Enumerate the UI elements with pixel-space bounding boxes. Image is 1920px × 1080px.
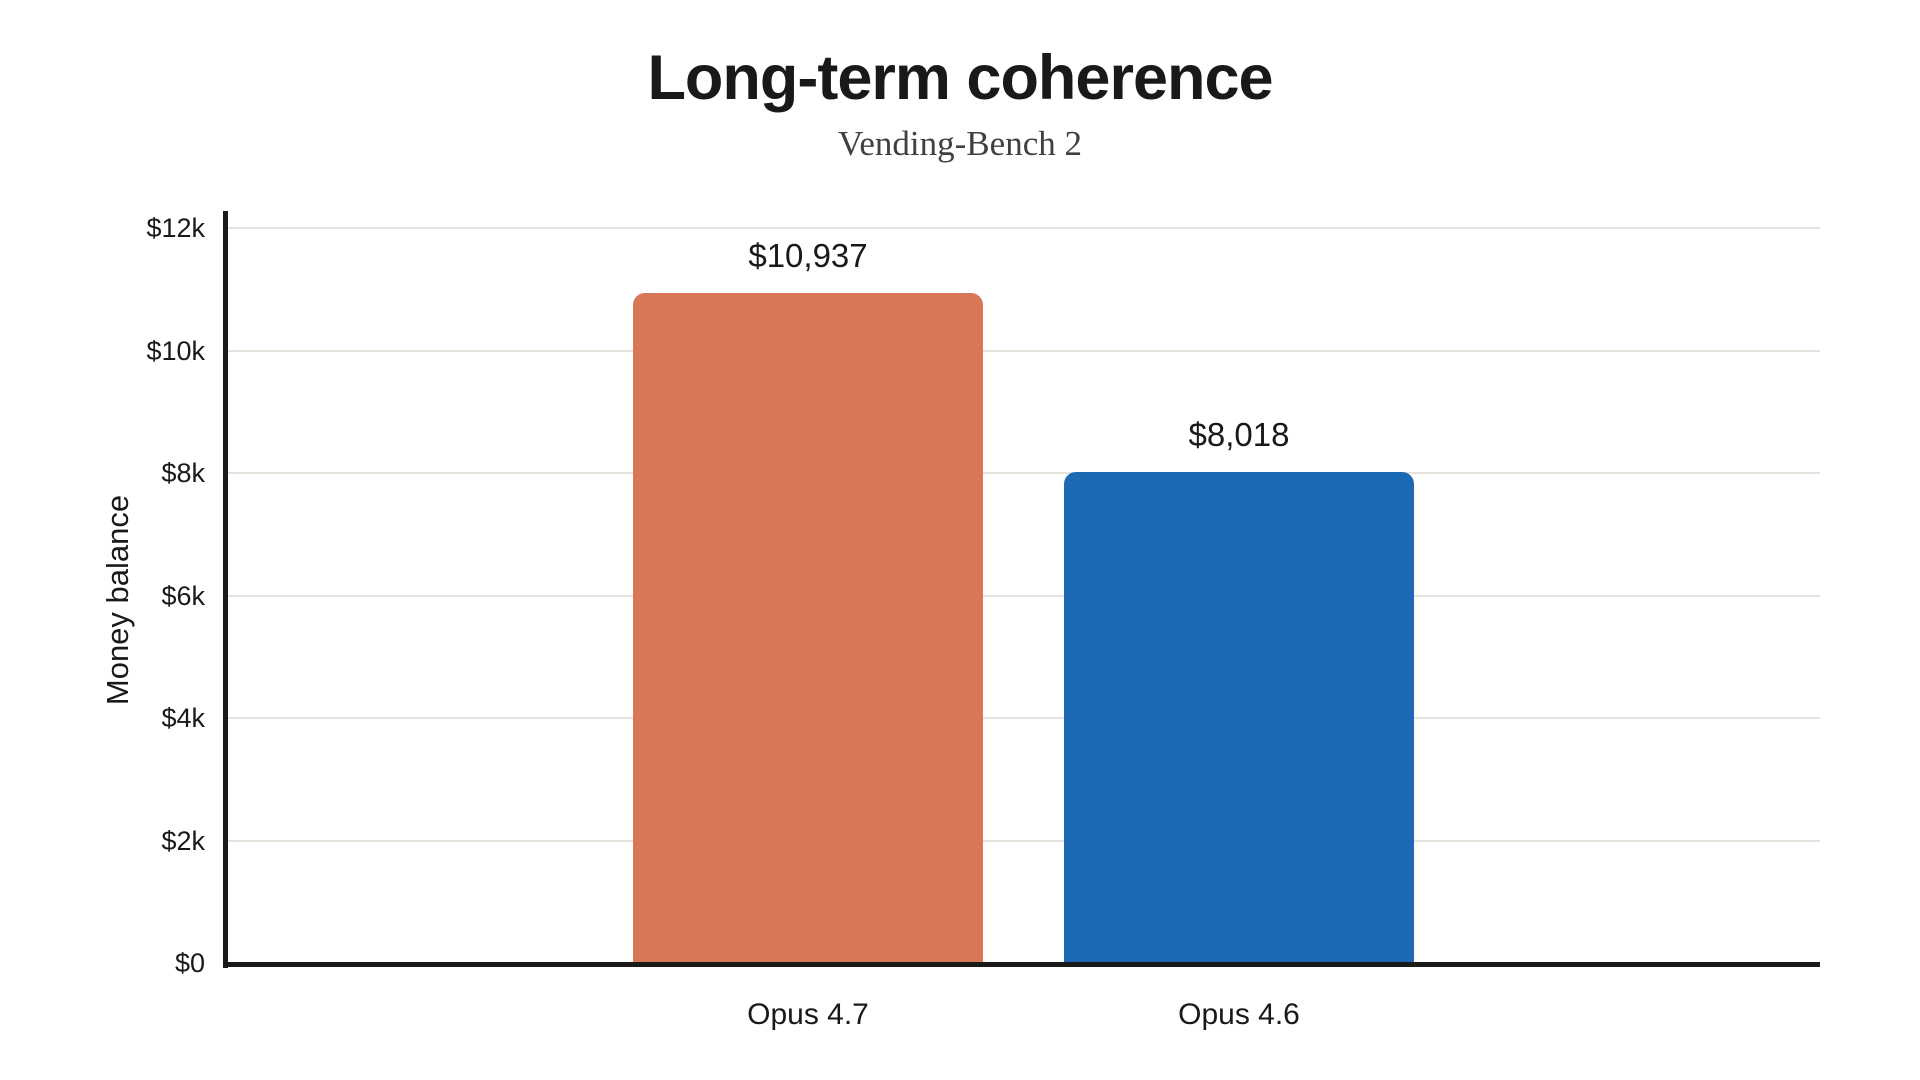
x-category-label: Opus 4.6	[1178, 998, 1300, 1031]
bar-value-label: $8,018	[1188, 415, 1290, 453]
y-tick-label: $6k	[161, 580, 205, 611]
chart-title: Long-term coherence	[647, 43, 1273, 113]
y-tick-label: $8k	[161, 458, 205, 488]
y-axis-line	[223, 211, 228, 968]
y-tick-label: $12k	[146, 213, 205, 243]
plot-area: $0 $2k $4k $6k $8k $10k $12k $10,937 Opus 4.7 $8,…	[146, 211, 1820, 1031]
y-tick-label: $10k	[146, 335, 205, 366]
y-gridline	[227, 717, 1820, 719]
y-tick-label: $0	[174, 948, 205, 978]
x-category-label: Opus 4.7	[747, 998, 869, 1031]
y-tick-label: $2k	[161, 825, 205, 856]
y-gridline	[227, 594, 1820, 597]
chart-subtitle: Vending-Bench 2	[838, 124, 1082, 163]
y-gridline	[227, 472, 1820, 474]
bar-opus-4-7	[633, 293, 983, 963]
y-tick-label: $4k	[161, 703, 205, 733]
y-gridline	[227, 839, 1820, 842]
bar-opus-4-6	[1064, 471, 1414, 963]
y-gridline	[227, 227, 1820, 229]
y-gridline	[227, 349, 1820, 352]
bar-value-label: $10,937	[748, 237, 868, 275]
x-axis-line	[223, 962, 1820, 967]
